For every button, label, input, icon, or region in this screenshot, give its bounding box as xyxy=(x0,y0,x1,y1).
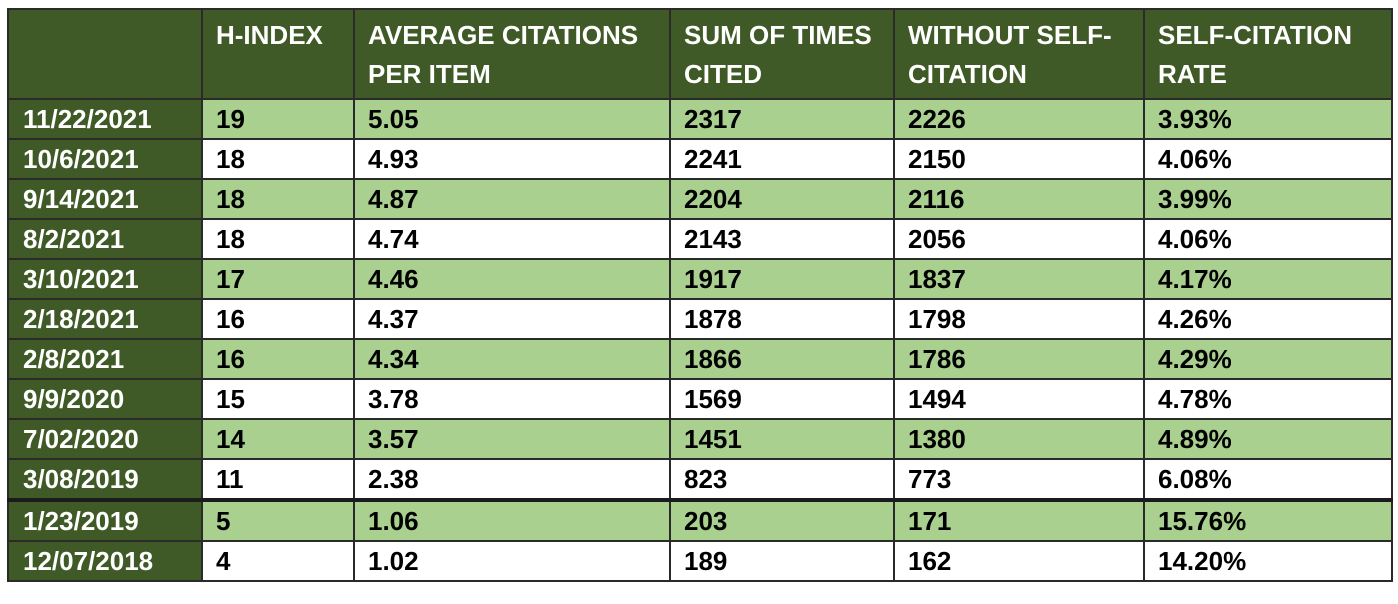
header-row: H-INDEX AVERAGE CITATIONS PER ITEM SUM O… xyxy=(7,8,1393,100)
table-row: 10/6/2021 18 4.93 2241 2150 4.06% xyxy=(7,138,1393,180)
row-date-cell: 9/9/2020 xyxy=(7,378,203,420)
table-body: 11/22/2021 19 5.05 2317 2226 3.93% 10/6/2021 18… xyxy=(7,98,1393,582)
row-date-cell: 12/07/2018 xyxy=(7,540,203,582)
sum-times-cited-cell: 1878 xyxy=(669,298,895,340)
without-self-citation-cell: 2226 xyxy=(893,98,1145,140)
sum-times-cited-cell: 2317 xyxy=(669,98,895,140)
average-citations-cell: 5.05 xyxy=(353,98,671,140)
h-index-cell: 16 xyxy=(201,298,355,340)
header-average-citations: AVERAGE CITATIONS PER ITEM xyxy=(353,8,671,100)
sum-times-cited-cell: 2204 xyxy=(669,178,895,220)
self-citation-rate-cell: 4.17% xyxy=(1143,258,1393,300)
average-citations-cell: 4.46 xyxy=(353,258,671,300)
table-row: 9/14/2021 18 4.87 2204 2116 3.99% xyxy=(7,178,1393,220)
header-corner xyxy=(7,8,203,100)
h-index-cell: 19 xyxy=(201,98,355,140)
row-date-cell: 3/08/2019 xyxy=(7,458,203,501)
self-citation-rate-cell: 4.06% xyxy=(1143,218,1393,260)
h-index-cell: 18 xyxy=(201,138,355,180)
sum-times-cited-cell: 823 xyxy=(669,458,895,501)
table-row: 3/08/2019 11 2.38 823 773 6.08% xyxy=(7,458,1393,501)
average-citations-cell: 3.57 xyxy=(353,418,671,460)
average-citations-cell: 4.87 xyxy=(353,178,671,220)
self-citation-rate-cell: 4.26% xyxy=(1143,298,1393,340)
h-index-cell: 11 xyxy=(201,458,355,501)
header-sum-times-cited: SUM OF TIMES CITED xyxy=(669,8,895,100)
row-date-cell: 9/14/2021 xyxy=(7,178,203,220)
header-without-self-citation: WITHOUT SELF-CITATION xyxy=(893,8,1145,100)
row-date-cell: 2/18/2021 xyxy=(7,298,203,340)
without-self-citation-cell: 2056 xyxy=(893,218,1145,260)
sum-times-cited-cell: 189 xyxy=(669,540,895,582)
average-citations-cell: 4.37 xyxy=(353,298,671,340)
h-index-cell: 5 xyxy=(201,498,355,542)
self-citation-rate-cell: 4.29% xyxy=(1143,338,1393,380)
self-citation-rate-cell: 4.06% xyxy=(1143,138,1393,180)
without-self-citation-cell: 1798 xyxy=(893,298,1145,340)
self-citation-rate-cell: 3.93% xyxy=(1143,98,1393,140)
without-self-citation-cell: 162 xyxy=(893,540,1145,582)
self-citation-rate-cell: 3.99% xyxy=(1143,178,1393,220)
h-index-cell: 4 xyxy=(201,540,355,582)
table-row: 7/02/2020 14 3.57 1451 1380 4.89% xyxy=(7,418,1393,460)
header-self-citation-rate: SELF-CITATION RATE xyxy=(1143,8,1393,100)
without-self-citation-cell: 773 xyxy=(893,458,1145,501)
table-header: H-INDEX AVERAGE CITATIONS PER ITEM SUM O… xyxy=(7,8,1393,100)
table-row: 9/9/2020 15 3.78 1569 1494 4.78% xyxy=(7,378,1393,420)
without-self-citation-cell: 1786 xyxy=(893,338,1145,380)
self-citation-rate-cell: 15.76% xyxy=(1143,498,1393,542)
without-self-citation-cell: 171 xyxy=(893,498,1145,542)
average-citations-cell: 3.78 xyxy=(353,378,671,420)
table-row: 1/23/2019 5 1.06 203 171 15.76% xyxy=(7,498,1393,542)
table-row: 12/07/2018 4 1.02 189 162 14.20% xyxy=(7,540,1393,582)
row-date-cell: 11/22/2021 xyxy=(7,98,203,140)
table-row: 3/10/2021 17 4.46 1917 1837 4.17% xyxy=(7,258,1393,300)
without-self-citation-cell: 2116 xyxy=(893,178,1145,220)
average-citations-cell: 1.06 xyxy=(353,498,671,542)
average-citations-cell: 1.02 xyxy=(353,540,671,582)
self-citation-rate-cell: 4.89% xyxy=(1143,418,1393,460)
row-date-cell: 10/6/2021 xyxy=(7,138,203,180)
row-date-cell: 8/2/2021 xyxy=(7,218,203,260)
sum-times-cited-cell: 1866 xyxy=(669,338,895,380)
self-citation-rate-cell: 6.08% xyxy=(1143,458,1393,501)
row-date-cell: 1/23/2019 xyxy=(7,498,203,542)
citation-metrics-table: H-INDEX AVERAGE CITATIONS PER ITEM SUM O… xyxy=(7,8,1393,582)
without-self-citation-cell: 1494 xyxy=(893,378,1145,420)
row-date-cell: 3/10/2021 xyxy=(7,258,203,300)
h-index-cell: 16 xyxy=(201,338,355,380)
sum-times-cited-cell: 1569 xyxy=(669,378,895,420)
table-row: 2/8/2021 16 4.34 1866 1786 4.29% xyxy=(7,338,1393,380)
sum-times-cited-cell: 2241 xyxy=(669,138,895,180)
h-index-cell: 17 xyxy=(201,258,355,300)
h-index-cell: 18 xyxy=(201,178,355,220)
h-index-cell: 15 xyxy=(201,378,355,420)
header-h-index: H-INDEX xyxy=(201,8,355,100)
table-row: 11/22/2021 19 5.05 2317 2226 3.93% xyxy=(7,98,1393,140)
without-self-citation-cell: 1837 xyxy=(893,258,1145,300)
self-citation-rate-cell: 14.20% xyxy=(1143,540,1393,582)
row-date-cell: 2/8/2021 xyxy=(7,338,203,380)
table-row: 8/2/2021 18 4.74 2143 2056 4.06% xyxy=(7,218,1393,260)
average-citations-cell: 4.74 xyxy=(353,218,671,260)
without-self-citation-cell: 2150 xyxy=(893,138,1145,180)
average-citations-cell: 4.34 xyxy=(353,338,671,380)
sum-times-cited-cell: 2143 xyxy=(669,218,895,260)
h-index-cell: 18 xyxy=(201,218,355,260)
average-citations-cell: 2.38 xyxy=(353,458,671,501)
h-index-cell: 14 xyxy=(201,418,355,460)
without-self-citation-cell: 1380 xyxy=(893,418,1145,460)
sum-times-cited-cell: 1451 xyxy=(669,418,895,460)
table-row: 2/18/2021 16 4.37 1878 1798 4.26% xyxy=(7,298,1393,340)
sum-times-cited-cell: 1917 xyxy=(669,258,895,300)
sum-times-cited-cell: 203 xyxy=(669,498,895,542)
row-date-cell: 7/02/2020 xyxy=(7,418,203,460)
average-citations-cell: 4.93 xyxy=(353,138,671,180)
self-citation-rate-cell: 4.78% xyxy=(1143,378,1393,420)
